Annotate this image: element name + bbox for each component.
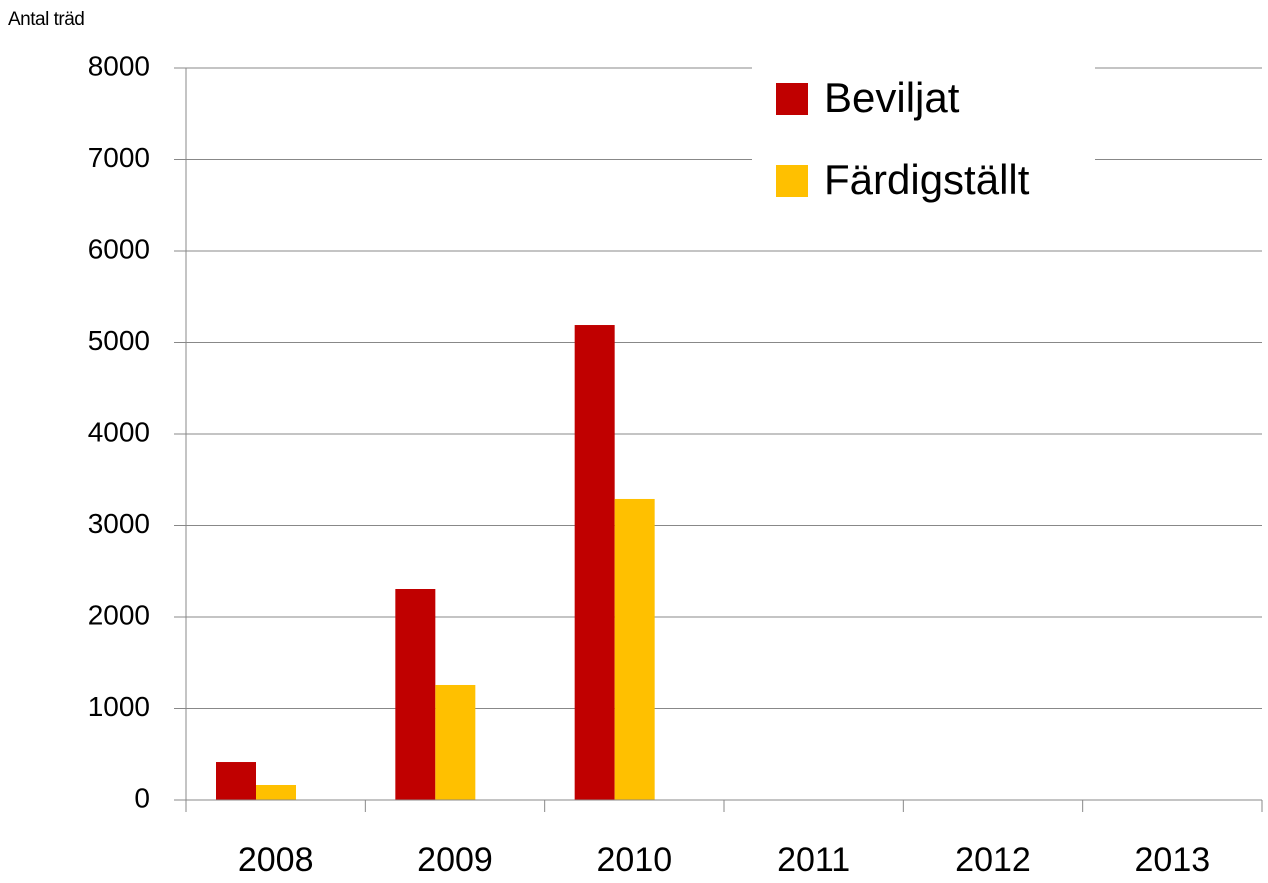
y-tick-label: 0 <box>134 782 150 813</box>
legend-label: Beviljat <box>824 74 960 121</box>
x-tick-label: 2012 <box>955 841 1031 879</box>
x-tick-label: 2013 <box>1135 841 1211 879</box>
y-tick-label: 3000 <box>88 508 150 539</box>
y-tick-label: 2000 <box>88 599 150 630</box>
bar <box>395 589 436 800</box>
legend-swatch <box>776 83 808 115</box>
bar <box>574 325 615 800</box>
y-tick-label: 6000 <box>88 233 150 264</box>
bar <box>435 684 476 800</box>
bar <box>614 498 655 800</box>
y-tick-label: 4000 <box>88 416 150 447</box>
x-tick-label: 2011 <box>777 841 850 879</box>
y-tick-label: 5000 <box>88 325 150 356</box>
bar <box>256 784 296 800</box>
legend-label: Färdigställt <box>824 156 1030 203</box>
x-tick-label: 2010 <box>597 841 673 879</box>
y-tick-label: 8000 <box>88 50 150 81</box>
y-tick-label: 7000 <box>88 142 150 173</box>
x-tick-label: 2009 <box>417 841 493 879</box>
y-axis-label: Antal träd <box>8 9 84 30</box>
legend-swatch <box>776 165 808 197</box>
y-tick-label: 1000 <box>88 691 150 722</box>
legend-box <box>752 58 1095 213</box>
x-tick-label: 2008 <box>238 841 314 879</box>
bar <box>216 762 256 800</box>
